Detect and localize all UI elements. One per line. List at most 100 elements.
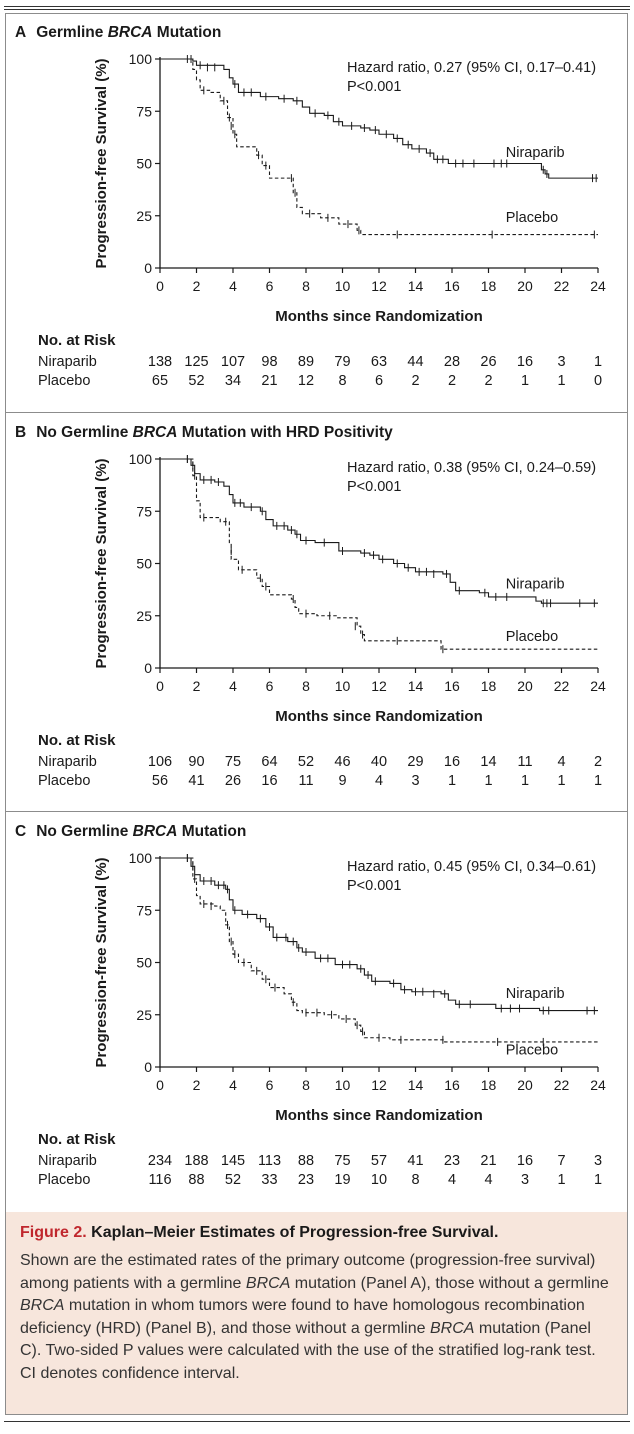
risk-count-placebo: 0 — [594, 373, 602, 389]
risk-count-niraparib: 14 — [480, 754, 496, 770]
risk-count-niraparib: 106 — [148, 754, 172, 770]
risk-row-label-niraparib: Niraparib — [38, 354, 97, 370]
risk-count-placebo: 2 — [484, 373, 492, 389]
hazard-ratio-text: Hazard ratio, 0.45 (95% CI, 0.34–0.61) — [347, 859, 596, 875]
y-tick-label: 25 — [136, 208, 152, 224]
risk-count-placebo: 41 — [188, 773, 204, 789]
x-tick-label: 12 — [371, 278, 387, 294]
risk-row-label-placebo: Placebo — [38, 773, 90, 789]
panel-a: A Germline BRCA Mutation 0 25 50 75 100 0 2 4 6 8 10… — [5, 13, 628, 413]
x-tick-label: 2 — [193, 278, 201, 294]
risk-count-placebo: 56 — [152, 773, 168, 789]
x-tick-label: 8 — [302, 678, 310, 694]
panel-title-text: Mutation — [152, 24, 221, 41]
risk-count-placebo: 65 — [152, 373, 168, 389]
risk-count-placebo: 116 — [148, 1172, 171, 1188]
bottom-rule — [4, 1421, 630, 1422]
y-tick-label: 25 — [136, 608, 152, 624]
risk-count-niraparib: 79 — [334, 354, 350, 370]
niraparib-curve-label: Niraparib — [506, 577, 565, 593]
x-tick-label: 6 — [266, 678, 274, 694]
x-tick-label: 6 — [266, 278, 274, 294]
risk-count-niraparib: 1 — [594, 354, 602, 370]
risk-count-placebo: 23 — [298, 1172, 314, 1188]
risk-count-placebo: 52 — [225, 1172, 241, 1188]
risk-count-placebo: 4 — [448, 1172, 456, 1188]
risk-count-niraparib: 64 — [261, 754, 277, 770]
risk-count-niraparib: 2 — [594, 754, 602, 770]
risk-count-placebo: 1 — [594, 773, 602, 789]
x-tick-label: 22 — [554, 678, 570, 694]
figure-caption: Figure 2. Kaplan–Meier Estimates of Prog… — [6, 1212, 627, 1414]
panel-b: B No Germline BRCA Mutation with HRD Posi… — [5, 413, 628, 812]
x-axis-label: Months since Randomization — [275, 308, 483, 325]
risk-count-niraparib: 145 — [221, 1153, 245, 1169]
risk-count-placebo: 6 — [375, 373, 383, 389]
caption-body: Shown are the estimated rates of the pri… — [20, 1250, 615, 1385]
niraparib-survival-curve — [160, 458, 598, 604]
risk-count-placebo: 4 — [375, 773, 383, 789]
panel-title-italic: BRCA — [133, 823, 178, 840]
niraparib-curve-label: Niraparib — [506, 986, 565, 1002]
risk-count-placebo: 1 — [557, 1172, 565, 1188]
top-rule-inner — [4, 9, 630, 10]
x-tick-label: 8 — [302, 1077, 310, 1093]
x-tick-label: 6 — [266, 1077, 274, 1093]
risk-count-niraparib: 75 — [334, 1153, 350, 1169]
panel-title-text: Germline — [36, 24, 108, 41]
y-tick-label: 75 — [136, 503, 152, 519]
y-tick-label: 0 — [144, 260, 152, 276]
risk-row-label-niraparib: Niraparib — [38, 1153, 97, 1169]
caption-body-italic: BRCA — [245, 1274, 291, 1292]
risk-count-niraparib: 3 — [557, 354, 565, 370]
y-axis-label: Progression-free Survival (%) — [93, 458, 110, 668]
y-tick-label: 50 — [136, 955, 152, 971]
risk-count-niraparib: 41 — [407, 1153, 423, 1169]
risk-count-placebo: 4 — [484, 1172, 492, 1188]
p-value-text: P<0.001 — [347, 79, 401, 95]
risk-count-niraparib: 98 — [261, 354, 277, 370]
figure-label: Figure 2. — [20, 1224, 87, 1241]
risk-count-niraparib: 88 — [298, 1153, 314, 1169]
x-tick-label: 24 — [590, 678, 606, 694]
x-tick-label: 16 — [444, 1077, 460, 1093]
x-tick-label: 20 — [517, 678, 533, 694]
x-tick-label: 24 — [590, 1077, 606, 1093]
risk-count-placebo: 16 — [261, 773, 277, 789]
caption-body-part: mutation (Panel A), those without a germ… — [290, 1274, 609, 1292]
y-axis-label: Progression-free Survival (%) — [93, 857, 110, 1067]
risk-count-placebo: 2 — [448, 373, 456, 389]
caption-title-text: Kaplan–Meier Estimates of Progression-fr… — [91, 1224, 499, 1241]
risk-count-niraparib: 75 — [225, 754, 241, 770]
x-tick-label: 0 — [156, 1077, 164, 1093]
risk-count-placebo: 10 — [371, 1172, 387, 1188]
placebo-curve-label: Placebo — [506, 629, 558, 645]
y-tick-label: 100 — [129, 850, 153, 866]
placebo-curve-label: Placebo — [506, 1042, 558, 1058]
x-tick-label: 14 — [408, 1077, 424, 1093]
x-tick-label: 10 — [335, 278, 351, 294]
panel-title-italic: BRCA — [108, 24, 153, 41]
x-tick-label: 18 — [481, 278, 497, 294]
risk-count-niraparib: 7 — [557, 1153, 565, 1169]
panel-letter: B — [15, 424, 26, 441]
y-tick-label: 100 — [129, 51, 153, 67]
risk-count-placebo: 52 — [188, 373, 204, 389]
risk-count-niraparib: 3 — [594, 1153, 602, 1169]
risk-count-niraparib: 29 — [407, 754, 423, 770]
risk-count-niraparib: 46 — [334, 754, 350, 770]
y-tick-label: 100 — [129, 451, 153, 467]
risk-count-niraparib: 107 — [221, 354, 245, 370]
y-tick-label: 25 — [136, 1007, 152, 1023]
x-tick-label: 16 — [444, 678, 460, 694]
x-axis-label: Months since Randomization — [275, 1107, 483, 1124]
x-tick-label: 10 — [335, 1077, 351, 1093]
risk-table-header: No. at Risk — [38, 332, 116, 349]
risk-count-niraparib: 113 — [258, 1153, 281, 1169]
km-chart-panel-b: B No Germline BRCA Mutation with HRD Posi… — [15, 424, 606, 789]
risk-count-placebo: 1 — [521, 773, 529, 789]
y-tick-label: 75 — [136, 103, 152, 119]
x-tick-label: 0 — [156, 278, 164, 294]
risk-count-niraparib: 138 — [148, 354, 172, 370]
